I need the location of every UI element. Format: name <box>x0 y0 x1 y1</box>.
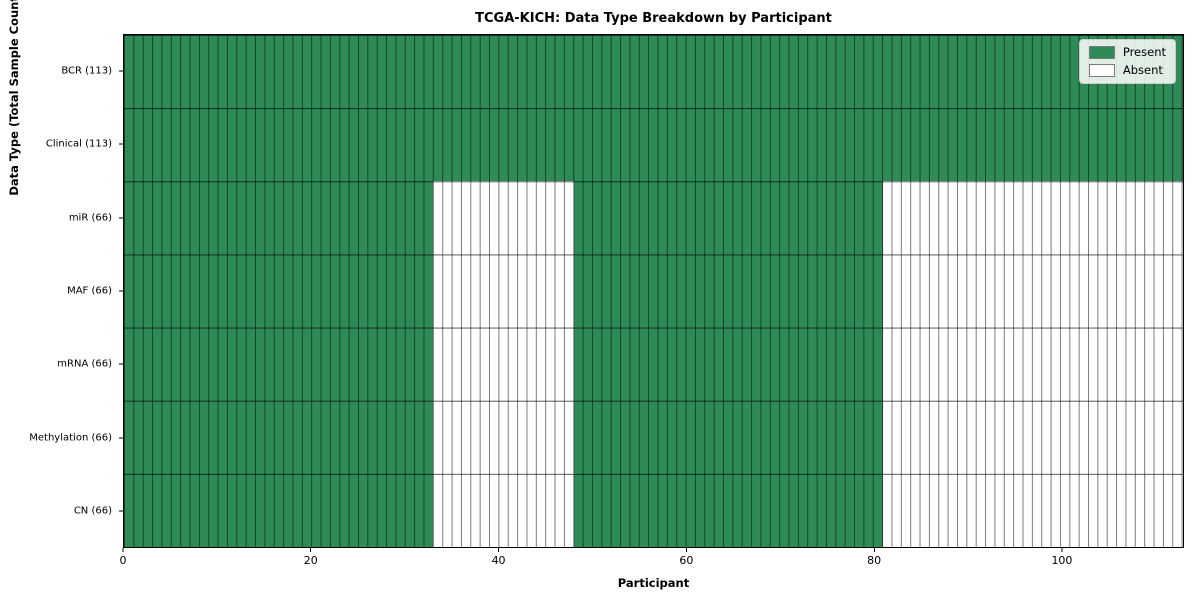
x-tick-0: 0 <box>120 548 127 567</box>
x-tick-label: 40 <box>491 554 506 567</box>
x-tick-100: 100 <box>1051 548 1072 567</box>
present-segment <box>124 254 434 328</box>
present-segment <box>573 181 884 255</box>
heatmap-rows <box>124 35 1183 547</box>
legend: Present Absent <box>1078 39 1176 84</box>
x-axis: 0 20 40 60 80 100 <box>120 548 1184 574</box>
x-tick-mark <box>873 548 875 552</box>
y-tick-mark <box>119 143 123 145</box>
x-tick-mark <box>1061 548 1063 552</box>
present-segment <box>573 473 884 547</box>
x-tick-mark <box>122 548 124 552</box>
y-tick-label-mRNA: mRNA (66) <box>57 358 112 370</box>
legend-entry-absent: Absent <box>1088 63 1166 77</box>
y-tick-label-Methylation: Methylation (66) <box>29 432 112 444</box>
y-tick-mark <box>119 363 123 365</box>
plot-area: Present Absent <box>123 34 1184 548</box>
y-tick-label-BCR: BCR (113) <box>61 65 112 77</box>
present-segment <box>124 181 434 255</box>
present-segment <box>573 400 884 474</box>
x-tick-label: 100 <box>1051 554 1073 567</box>
x-tick-label: 80 <box>867 554 882 567</box>
legend-label: Present <box>1122 45 1166 59</box>
legend-swatch-present <box>1088 46 1115 59</box>
y-tick-mark <box>119 290 123 292</box>
present-segment <box>124 35 1183 109</box>
x-tick-label: 20 <box>303 554 318 567</box>
heatmap-row-miR <box>124 181 1183 255</box>
heatmap-row-CN <box>124 473 1183 547</box>
x-tick-label: 0 <box>119 554 127 567</box>
x-tick-60: 60 <box>679 548 693 567</box>
heatmap-row-BCR <box>124 35 1183 109</box>
present-segment <box>573 254 884 328</box>
present-segment <box>573 327 884 401</box>
y-tick-label-MAF: MAF (66) <box>67 285 112 297</box>
y-tick-label-miR: miR (66) <box>68 212 112 224</box>
y-tick-label-CN: CN (66) <box>73 505 112 517</box>
legend-swatch-absent <box>1088 64 1115 77</box>
x-tick-label: 60 <box>679 554 694 567</box>
present-segment <box>124 400 434 474</box>
x-tick-mark <box>685 548 687 552</box>
y-axis: BCR (113) Clinical (113) miR (66) MAF (66) m… <box>0 34 123 548</box>
heatmap-row-Methylation <box>124 400 1183 474</box>
y-tick-mark <box>119 217 123 219</box>
x-tick-mark <box>498 548 500 552</box>
present-segment <box>124 108 1183 182</box>
y-tick-label-Clinical: Clinical (113) <box>45 138 112 150</box>
y-tick-mark <box>119 437 123 439</box>
present-segment <box>124 327 434 401</box>
x-axis-label: Participant <box>617 576 690 590</box>
present-segment <box>124 473 434 547</box>
heatmap-row-mRNA <box>124 327 1183 401</box>
x-tick-80: 80 <box>867 548 881 567</box>
heatmap-row-MAF <box>124 254 1183 328</box>
x-tick-20: 20 <box>304 548 318 567</box>
heatmap-row-Clinical <box>124 108 1183 182</box>
y-tick-mark <box>119 70 123 72</box>
x-tick-mark <box>310 548 312 552</box>
chart-title: TCGA-KICH: Data Type Breakdown by Partic… <box>475 11 832 26</box>
y-tick-mark <box>119 510 123 512</box>
legend-entry-present: Present <box>1088 45 1166 59</box>
x-tick-40: 40 <box>492 548 506 567</box>
legend-label: Absent <box>1122 63 1163 77</box>
